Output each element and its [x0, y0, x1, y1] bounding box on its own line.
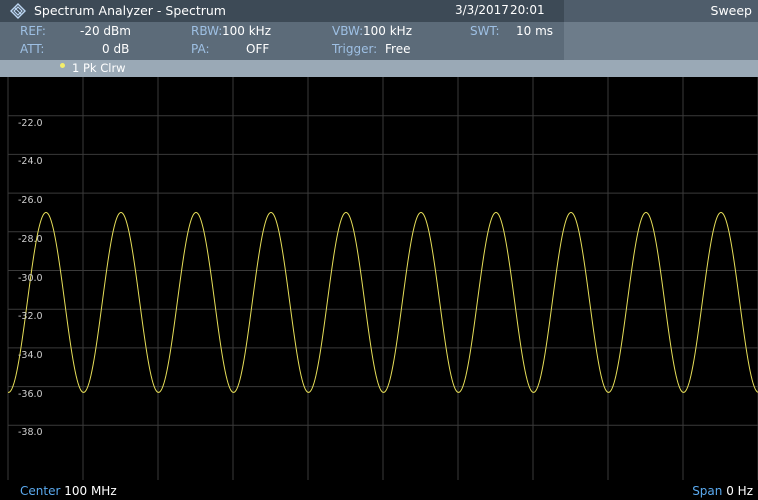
vbw-value: 100 kHz [363, 24, 412, 38]
swt-label: SWT: [470, 24, 500, 38]
vbw-label: VBW: [332, 24, 364, 38]
app-title: Spectrum Analyzer - Spectrum [34, 3, 226, 18]
span-value: 0 Hz [726, 484, 753, 498]
center-value: 100 MHz [64, 484, 117, 498]
ref-label: REF: [20, 24, 46, 38]
rohde-schwarz-logo-icon [10, 3, 26, 19]
y-tick-label: -28.0 [18, 233, 43, 245]
trigger-value: Free [385, 42, 411, 56]
span-frequency[interactable]: Span 0 Hz [692, 484, 753, 498]
parameter-side-panel [564, 22, 758, 60]
att-value: 0 dB [102, 42, 130, 56]
spectrum-plot-canvas [7, 77, 758, 480]
y-tick-label: -24.0 [18, 156, 43, 168]
span-label: Span [692, 484, 723, 498]
y-tick-label: -30.0 [18, 272, 43, 284]
trace-label: 1 Pk Clrw [72, 61, 126, 75]
sweep-mode-label: Sweep [710, 3, 752, 18]
trace-color-dot-icon [60, 63, 65, 68]
footer-bar: Center 100 MHz Span 0 Hz [0, 480, 758, 500]
parameter-panel[interactable]: REF: -20 dBm ATT: 0 dB RBW: 100 kHz PA: … [0, 22, 758, 60]
pa-label: PA: [191, 42, 210, 56]
rbw-value: 100 kHz [222, 24, 271, 38]
center-label: Center [20, 484, 61, 498]
y-tick-label: -22.0 [18, 117, 43, 129]
spectrum-plot[interactable]: -22.0 -24.0 -26.0 -28.0 -30.0 -32.0 -34.0 -36.0… [0, 77, 758, 480]
y-tick-label: -38.0 [18, 427, 43, 439]
y-tick-label: -34.0 [18, 349, 43, 361]
title-bar: Spectrum Analyzer - Spectrum 3/3/2017 20… [0, 0, 758, 22]
time-display: 20:01 [510, 3, 545, 17]
ref-value: -20 dBm [80, 24, 131, 38]
rbw-label: RBW: [191, 24, 223, 38]
y-tick-label: -36.0 [18, 388, 43, 400]
pa-value: OFF [246, 42, 270, 56]
trigger-label: Trigger: [332, 42, 378, 56]
sweep-mode-panel[interactable]: Sweep [564, 0, 758, 22]
trace-waveform [8, 211, 758, 393]
trace-info-bar[interactable]: 1 Pk Clrw [0, 60, 758, 77]
swt-value: 10 ms [516, 24, 554, 38]
center-frequency[interactable]: Center 100 MHz [20, 484, 117, 498]
att-label: ATT: [20, 42, 45, 56]
y-tick-label: -32.0 [18, 311, 43, 323]
y-tick-label: -26.0 [18, 195, 43, 207]
date-display: 3/3/2017 [455, 3, 509, 17]
